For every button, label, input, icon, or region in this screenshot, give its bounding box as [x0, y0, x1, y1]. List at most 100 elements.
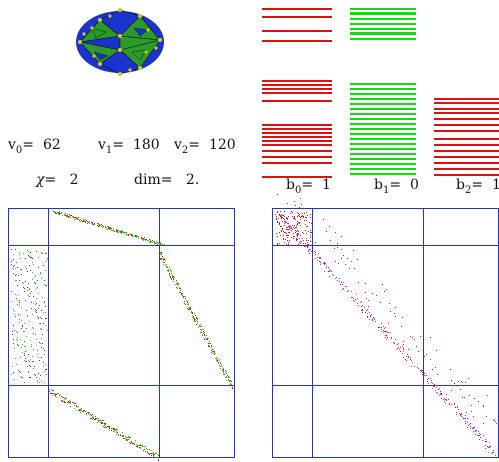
matrix-entry	[23, 352, 25, 354]
matrix-entry	[357, 297, 359, 299]
barcode-line	[262, 128, 332, 130]
matrix-entry	[380, 322, 382, 324]
matrix-entry	[285, 231, 287, 233]
matrix-entry	[309, 235, 311, 237]
matrix-entry	[51, 393, 53, 395]
matrix-entry	[199, 325, 201, 327]
matrix-entry	[41, 356, 43, 358]
barcode-line	[350, 98, 416, 100]
matrix-entry	[28, 365, 30, 367]
matrix-entry	[115, 428, 117, 430]
matrix-entry	[29, 256, 31, 258]
matrix-entry	[305, 212, 307, 214]
matrix-entry	[91, 415, 93, 417]
matrix-entry	[303, 216, 305, 218]
matrix-entry	[458, 413, 460, 415]
matrix-entry	[68, 400, 70, 402]
matrix-entry	[220, 363, 222, 364]
matrix-entry	[411, 365, 413, 367]
matrix-entry	[129, 233, 131, 235]
matrix-entry	[329, 239, 331, 241]
matrix-entry	[221, 369, 223, 371]
matrix-entry	[383, 328, 385, 330]
matrix-entry	[106, 427, 108, 429]
matrix-entry	[19, 315, 21, 317]
matrix-entry	[31, 258, 33, 260]
matrix-entry	[282, 230, 284, 232]
matrix-entry	[479, 438, 481, 440]
matrix-entry	[195, 317, 197, 319]
matrix-entry	[96, 222, 98, 224]
matrix-entry	[39, 323, 41, 325]
matrix-entry	[36, 339, 38, 341]
barcode-line	[262, 80, 332, 82]
matrix-entry	[407, 348, 409, 350]
matrix-entry	[179, 290, 181, 292]
matrix-entry	[17, 343, 19, 345]
v2-label: v	[174, 137, 182, 153]
b1-value: 0	[409, 177, 419, 193]
matrix-entry	[361, 306, 363, 308]
matrix-entry	[182, 295, 184, 297]
matrix-entry	[287, 235, 289, 237]
matrix-entry	[173, 281, 175, 283]
matrix-entry	[442, 399, 444, 401]
matrix-entry	[179, 292, 180, 294]
matrix-entry	[197, 321, 199, 323]
matrix-entry	[170, 270, 172, 272]
matrix-entry	[195, 319, 197, 321]
matrix-entry	[344, 263, 346, 265]
matrix-entry	[231, 385, 233, 387]
matrix-entry	[303, 219, 305, 221]
matrix-entry	[104, 422, 106, 424]
matrix-entry	[40, 252, 42, 254]
matrix-entry	[28, 288, 30, 290]
matrix-entry	[290, 227, 292, 229]
matrix-entry	[394, 342, 396, 344]
matrix-entry	[488, 447, 490, 449]
matrix-entry	[293, 216, 295, 218]
matrix-entry	[21, 281, 23, 283]
matrix-entry	[199, 323, 201, 325]
matrix-entry	[133, 444, 135, 446]
matrix-entry	[410, 357, 412, 359]
matrix-entry	[82, 221, 84, 223]
matrix-entry	[278, 213, 280, 215]
matrix-entry	[354, 267, 356, 269]
matrix-entry	[282, 227, 284, 229]
matrix-entry	[21, 274, 23, 276]
matrix-entry	[23, 340, 25, 342]
barcode-line	[350, 118, 416, 120]
matrix-entry	[149, 241, 151, 243]
matrix-entry	[429, 337, 431, 339]
matrix-entry	[191, 310, 193, 312]
matrix-entry	[207, 338, 209, 340]
matrix-entry	[276, 235, 278, 237]
matrix-entry	[330, 270, 332, 272]
matrix-entry	[180, 291, 182, 293]
matrix-entry	[297, 215, 299, 217]
matrix-entry	[37, 357, 39, 359]
matrix-entry	[381, 329, 383, 331]
matrix-entry	[128, 439, 130, 441]
matrix-entry	[439, 390, 441, 392]
matrix-entry	[57, 212, 59, 214]
matrix-entry	[473, 431, 475, 433]
matrix-entry	[160, 258, 162, 260]
matrix-entry	[113, 430, 115, 432]
matrix-entry	[142, 239, 144, 241]
matrix-entry	[196, 319, 198, 321]
matrix-entry	[22, 330, 24, 332]
matrix-entry	[89, 220, 91, 222]
barcode-line	[350, 33, 416, 35]
matrix-entry	[305, 238, 307, 240]
matrix-entry	[307, 240, 309, 242]
matrix-entry	[289, 213, 291, 215]
matrix-entry	[25, 309, 27, 311]
matrix-entry	[20, 371, 22, 373]
matrix-entry	[444, 403, 446, 404]
matrix-entry	[52, 393, 53, 395]
matrix-entry	[161, 253, 163, 255]
matrix-entry	[98, 224, 100, 226]
matrix-entry	[96, 417, 98, 419]
